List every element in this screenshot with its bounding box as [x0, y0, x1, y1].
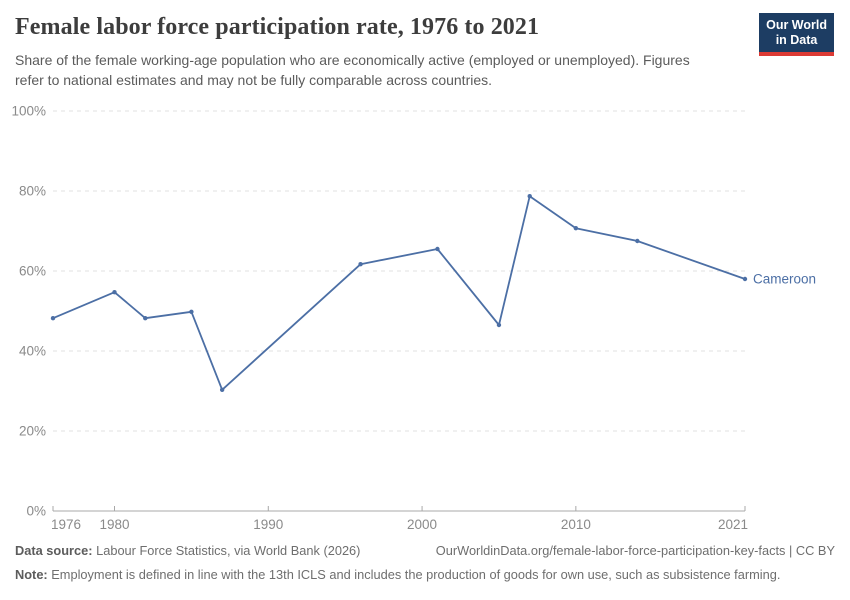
data-point-cameroon-1980[interactable] [112, 290, 117, 295]
series-label-cameroon[interactable]: Cameroon [753, 272, 816, 287]
y-tick-label-0: 0% [26, 504, 46, 519]
x-tick-label-2021: 2021 [718, 517, 748, 532]
data-source-text: Data source: Labour Force Statistics, vi… [15, 542, 360, 559]
data-point-cameroon-1976[interactable] [50, 316, 56, 321]
data-point-cameroon-1985[interactable] [189, 309, 194, 314]
x-tick-label-2010: 2010 [561, 517, 591, 532]
y-tick-label-60: 60% [19, 264, 46, 279]
data-point-cameroon-1996[interactable] [358, 262, 363, 267]
data-point-cameroon-2010[interactable] [573, 226, 579, 231]
y-tick-label-20: 20% [19, 424, 46, 439]
data-point-cameroon-2001[interactable] [435, 246, 440, 252]
x-tick-label-1980: 1980 [99, 517, 129, 532]
owid-logo[interactable]: Our World in Data [759, 13, 834, 56]
data-point-cameroon-1982[interactable] [143, 316, 148, 321]
owid-logo-line1: Our World [766, 18, 827, 32]
x-tick-label-1976: 1976 [51, 517, 81, 532]
data-point-cameroon-2005[interactable] [496, 322, 502, 328]
chart-subtitle: Share of the female working-age populati… [15, 52, 690, 88]
data-source-value: Labour Force Statistics, via World Bank … [92, 543, 361, 558]
x-tick-label-1990: 1990 [253, 517, 283, 532]
y-tick-label-80: 80% [19, 184, 46, 199]
data-point-cameroon-1987[interactable] [219, 387, 225, 392]
footer-note-label: Note: [15, 567, 48, 583]
x-tick-label-2000: 2000 [407, 517, 437, 532]
footer-note-value: Employment is defined in line with the 1… [47, 567, 781, 583]
chart-footer: Data source: Labour Force Statistics, vi… [15, 542, 835, 584]
data-point-cameroon-2021[interactable] [742, 276, 748, 282]
data-point-cameroon-2014[interactable] [635, 238, 640, 244]
data-point-cameroon-2007[interactable] [527, 194, 532, 199]
footer-note: Note: Employment is defined in line with… [15, 566, 835, 583]
owid-logo-line2: in Data [775, 32, 818, 47]
y-tick-label-100: 100% [11, 104, 46, 119]
data-line-cameroon[interactable] [52, 195, 746, 391]
y-tick-label-40: 40% [19, 344, 46, 359]
data-source-label: Data source: [15, 543, 93, 558]
footer-citation-link[interactable]: OurWorldinData.org/female-labor-force-pa… [435, 543, 835, 558]
page-title: Female labor force participation rate, 1… [15, 14, 540, 40]
